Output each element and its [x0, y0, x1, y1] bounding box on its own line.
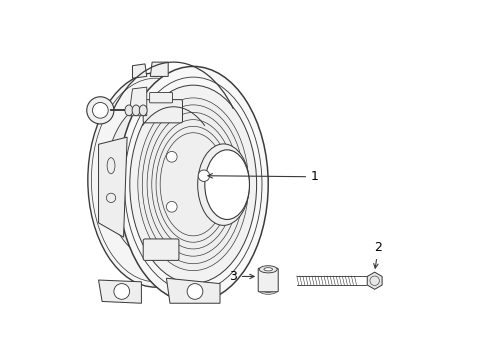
Circle shape — [167, 152, 177, 162]
Text: 2: 2 — [374, 241, 382, 268]
FancyBboxPatch shape — [143, 100, 182, 123]
Ellipse shape — [138, 98, 248, 271]
Ellipse shape — [88, 73, 223, 287]
Circle shape — [167, 202, 177, 212]
Polygon shape — [132, 64, 147, 78]
FancyBboxPatch shape — [258, 268, 278, 292]
Text: 3: 3 — [229, 270, 254, 283]
Circle shape — [93, 103, 108, 118]
Ellipse shape — [118, 66, 268, 302]
Ellipse shape — [139, 105, 147, 116]
Ellipse shape — [130, 85, 257, 283]
Polygon shape — [167, 278, 220, 303]
Ellipse shape — [264, 268, 272, 271]
Ellipse shape — [259, 266, 277, 273]
Polygon shape — [150, 62, 168, 76]
Ellipse shape — [205, 150, 249, 220]
Polygon shape — [98, 280, 142, 303]
Ellipse shape — [132, 105, 140, 116]
Circle shape — [87, 97, 114, 124]
FancyBboxPatch shape — [149, 93, 172, 103]
Polygon shape — [98, 137, 127, 237]
Circle shape — [187, 284, 203, 299]
Polygon shape — [367, 272, 382, 289]
Ellipse shape — [197, 144, 249, 225]
Ellipse shape — [259, 287, 277, 294]
Text: 1: 1 — [208, 170, 319, 183]
Circle shape — [114, 284, 130, 299]
FancyBboxPatch shape — [143, 239, 179, 260]
Ellipse shape — [106, 102, 206, 258]
Circle shape — [198, 170, 210, 181]
Ellipse shape — [125, 105, 133, 116]
Polygon shape — [129, 87, 147, 116]
